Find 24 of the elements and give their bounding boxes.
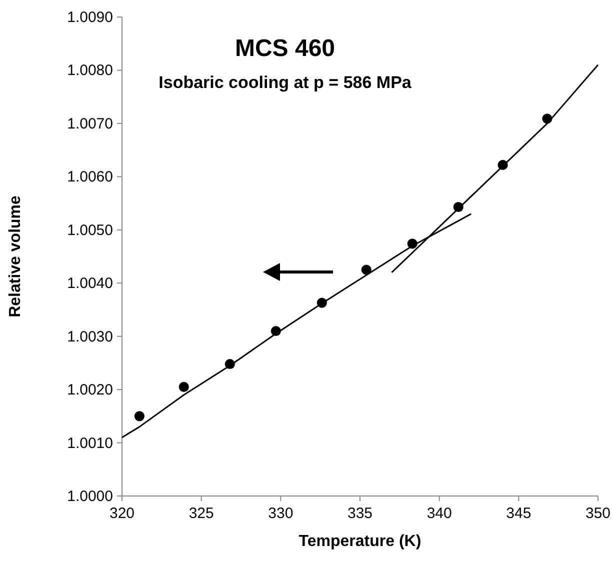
x-tick-label: 325 (188, 505, 214, 522)
x-tick-label: 340 (426, 505, 452, 522)
x-tick-label: 335 (347, 505, 373, 522)
y-tick-label: 1.0040 (67, 275, 113, 292)
text: Isobaric cooling at p = 586 MPa (158, 73, 412, 92)
y-tick-label: 1.0060 (67, 168, 113, 186)
y-axis-title: Relative volume (7, 195, 24, 318)
y-tick-label: 1.0090 (67, 9, 113, 26)
point (178, 382, 189, 392)
y-tick-label: 1.0030 (67, 328, 113, 346)
x-tick-label: 330 (268, 505, 294, 522)
y-tick-label: 1.0020 (67, 382, 113, 399)
x-axis-title: Temperature (K) (298, 533, 422, 550)
text: MCS 460 (234, 35, 336, 62)
x-tick-label: 320 (109, 505, 135, 522)
y-tick-label: 1.0050 (67, 222, 113, 239)
x-tick-label: 350 (585, 505, 611, 522)
x-tick-label: 345 (506, 505, 532, 522)
y-tick-label: 1.0070 (67, 115, 113, 132)
y-tick-label: 1.0080 (67, 62, 113, 80)
y-tick-label: 1.0010 (67, 434, 113, 452)
point (361, 264, 372, 275)
y-tick-label: 1.0000 (67, 488, 113, 505)
point (134, 411, 144, 422)
